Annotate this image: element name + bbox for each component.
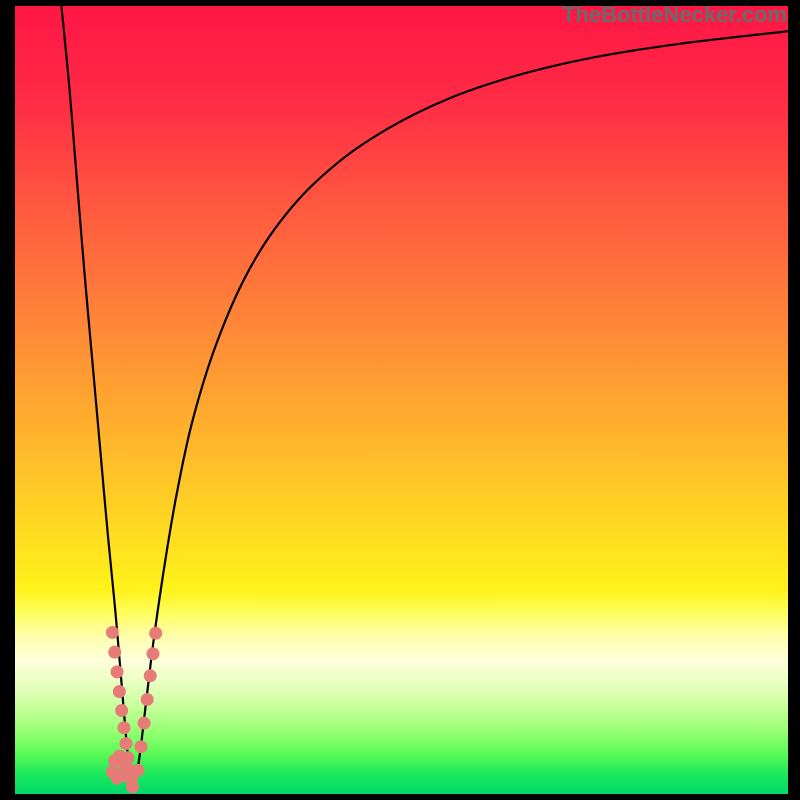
data-marker [141,693,154,706]
data-marker [135,740,148,753]
bottleneck-chart: TheBottleNecker.com [0,0,800,800]
data-marker [131,764,144,777]
data-marker [111,665,124,678]
data-marker [106,765,119,778]
data-marker [106,626,119,639]
data-marker [118,759,131,772]
plot-gradient-background [15,6,788,794]
data-marker [117,721,130,734]
data-marker [115,704,128,717]
data-marker [149,627,162,640]
data-marker [138,717,151,730]
data-marker [119,737,132,750]
data-marker [146,647,159,660]
data-marker [108,646,121,659]
data-marker [113,685,126,698]
source-watermark: TheBottleNecker.com [562,2,787,27]
data-marker [144,669,157,682]
data-marker [126,780,139,793]
